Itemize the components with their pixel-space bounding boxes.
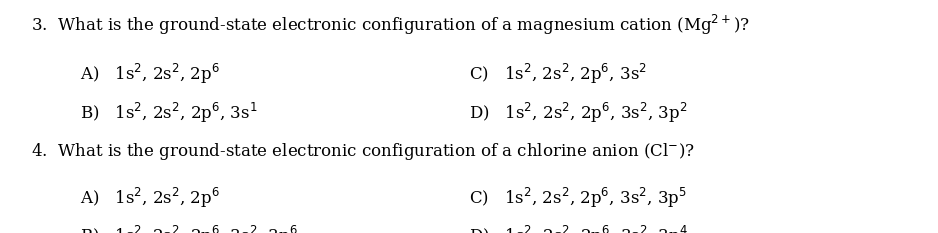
Text: A)   1s$^{2}$, 2s$^{2}$, 2p$^{6}$: A) 1s$^{2}$, 2s$^{2}$, 2p$^{6}$ — [80, 62, 219, 86]
Text: 3.  What is the ground-state electronic configuration of a magnesium cation (Mg$: 3. What is the ground-state electronic c… — [31, 13, 749, 37]
Text: C)   1s$^{2}$, 2s$^{2}$, 2p$^{6}$, 3s$^{2}$, 3p$^{5}$: C) 1s$^{2}$, 2s$^{2}$, 2p$^{6}$, 3s$^{2}… — [469, 186, 687, 210]
Text: B)   1s$^{2}$, 2s$^{2}$, 2p$^{6}$, 3s$^{1}$: B) 1s$^{2}$, 2s$^{2}$, 2p$^{6}$, 3s$^{1}… — [80, 101, 257, 125]
Text: D)   1s$^{2}$, 2s$^{2}$, 2p$^{6}$, 3s$^{2}$, 3p$^{4}$: D) 1s$^{2}$, 2s$^{2}$, 2p$^{6}$, 3s$^{2}… — [469, 224, 688, 233]
Text: B)   1s$^{2}$, 2s$^{2}$, 2p$^{6}$, 3s$^{2}$, 3p$^{6}$: B) 1s$^{2}$, 2s$^{2}$, 2p$^{6}$, 3s$^{2}… — [80, 224, 297, 233]
Text: A)   1s$^{2}$, 2s$^{2}$, 2p$^{6}$: A) 1s$^{2}$, 2s$^{2}$, 2p$^{6}$ — [80, 186, 219, 210]
Text: C)   1s$^{2}$, 2s$^{2}$, 2p$^{6}$, 3s$^{2}$: C) 1s$^{2}$, 2s$^{2}$, 2p$^{6}$, 3s$^{2}… — [469, 62, 647, 86]
Text: D)   1s$^{2}$, 2s$^{2}$, 2p$^{6}$, 3s$^{2}$, 3p$^{2}$: D) 1s$^{2}$, 2s$^{2}$, 2p$^{6}$, 3s$^{2}… — [469, 101, 688, 125]
Text: 4.  What is the ground-state electronic configuration of a chlorine anion (Cl$^{: 4. What is the ground-state electronic c… — [31, 141, 695, 162]
